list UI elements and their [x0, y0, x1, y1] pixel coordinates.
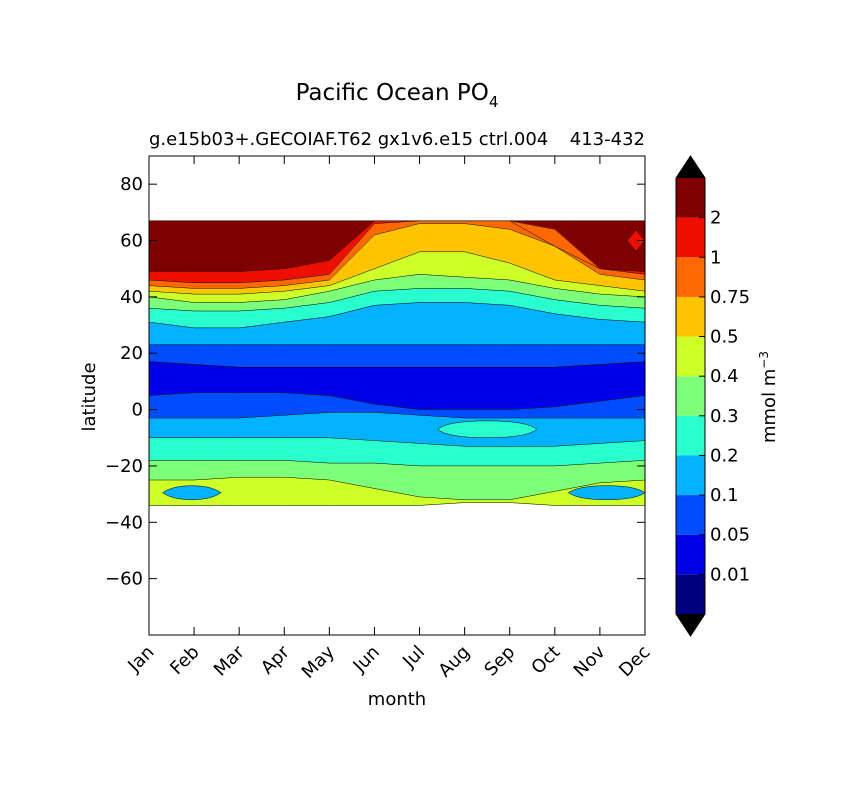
y-axis: 80 60 40 20 0 −20 −40 −60: [105, 174, 645, 590]
colorbar-tick-label: 0.05: [710, 525, 750, 546]
y-tick-label: 20: [120, 343, 143, 364]
x-tick-label: May: [298, 641, 339, 682]
x-tick-label: Mar: [210, 641, 249, 680]
colorbar-tick-label: 2: [710, 208, 721, 229]
x-tick-label: Aug: [434, 642, 474, 682]
contour-line: [149, 288, 645, 312]
contour-line: [149, 361, 645, 368]
colorbar-tick-label: 0.2: [710, 445, 739, 466]
colorbar-segment: [676, 415, 705, 456]
contour-line: [149, 437, 645, 447]
x-tick-label: Feb: [166, 642, 203, 679]
contour-patch: [162, 485, 222, 501]
colorbar-tick-label: 0.01: [710, 564, 750, 585]
y-tick-label: 80: [120, 174, 143, 195]
colorbar-segment: [676, 534, 705, 575]
y-tick-label: 0: [132, 400, 143, 421]
colorbar-segment: [676, 574, 705, 614]
x-axis-label: month: [368, 689, 426, 710]
colorbar-tick-label: 1: [710, 247, 721, 268]
colorbar-segment: [676, 296, 705, 337]
contour-band: [149, 344, 645, 368]
contour-patch: [626, 229, 645, 253]
colorbar: 0.01 0.05 0.1 0.2 0.3 0.4 0.5 0.75 1 2: [675, 155, 750, 637]
x-tick-label: Jan: [123, 642, 158, 677]
contour-line: [149, 223, 645, 289]
x-tick-label: Oct: [527, 642, 564, 679]
contour-patch: [437, 420, 538, 439]
colorbar-tick-label: 0.3: [710, 406, 739, 427]
x-tick-label: Sep: [480, 642, 519, 681]
colorbar-label-exponent: −3: [757, 351, 771, 369]
chart-subtitle-right: 413-432: [570, 129, 645, 150]
colorbar-segment: [676, 495, 705, 535]
plot-area: [148, 155, 646, 636]
colorbar-segment: [676, 217, 705, 258]
contour-line: [149, 460, 645, 467]
chart-title-subscript: 4: [489, 93, 499, 111]
contour-line: [149, 274, 645, 303]
x-tick-label: Dec: [615, 642, 654, 681]
colorbar-tick-label: 0.1: [710, 485, 739, 506]
chart-title: Pacific Ocean PO4: [296, 80, 499, 111]
contour-line: [149, 220, 645, 272]
plot-frame: [148, 155, 646, 636]
x-tick-label: Jun: [349, 642, 384, 677]
y-tick-label: 40: [120, 287, 143, 308]
colorbar-outline: [675, 155, 706, 637]
y-tick-label: 60: [120, 231, 143, 252]
contour-line: [149, 251, 645, 295]
colorbar-label: mmol m−3: [757, 351, 780, 443]
x-tick-label: Jul: [398, 642, 429, 673]
x-tick-label: Apr: [257, 641, 294, 678]
y-tick-label: −20: [105, 456, 143, 477]
colorbar-tick-label: 0.5: [710, 327, 739, 348]
x-tick-label: Nov: [570, 641, 610, 681]
y-tick-label: −60: [105, 569, 143, 590]
contour-line: [149, 502, 645, 506]
colorbar-segment: [676, 336, 705, 377]
contour-line: [149, 412, 645, 419]
y-axis-label: latitude: [79, 362, 100, 431]
contour-fill: [149, 220, 645, 506]
colorbar-tick-label: 0.75: [710, 287, 750, 308]
contour-line: [149, 220, 645, 284]
contour-patch: [567, 485, 645, 501]
colorbar-tick-label: 0.4: [710, 366, 739, 387]
chart-subtitle-left: g.e15b03+.GECOIAF.T62 gx1v6.e15 ctrl.004: [149, 129, 548, 150]
contour-line: [149, 476, 645, 501]
colorbar-extend-top: [676, 156, 705, 178]
colorbar-extend-bottom: [676, 614, 705, 636]
colorbar-segment: [676, 455, 705, 496]
contour-line: [149, 392, 645, 410]
colorbar-segment: [676, 376, 705, 416]
colorbar-segment: [676, 257, 705, 297]
contour-line: [149, 302, 645, 329]
y-tick-label: −40: [105, 512, 143, 533]
colorbar-segment: [676, 178, 705, 218]
contour-lines: [149, 220, 645, 506]
